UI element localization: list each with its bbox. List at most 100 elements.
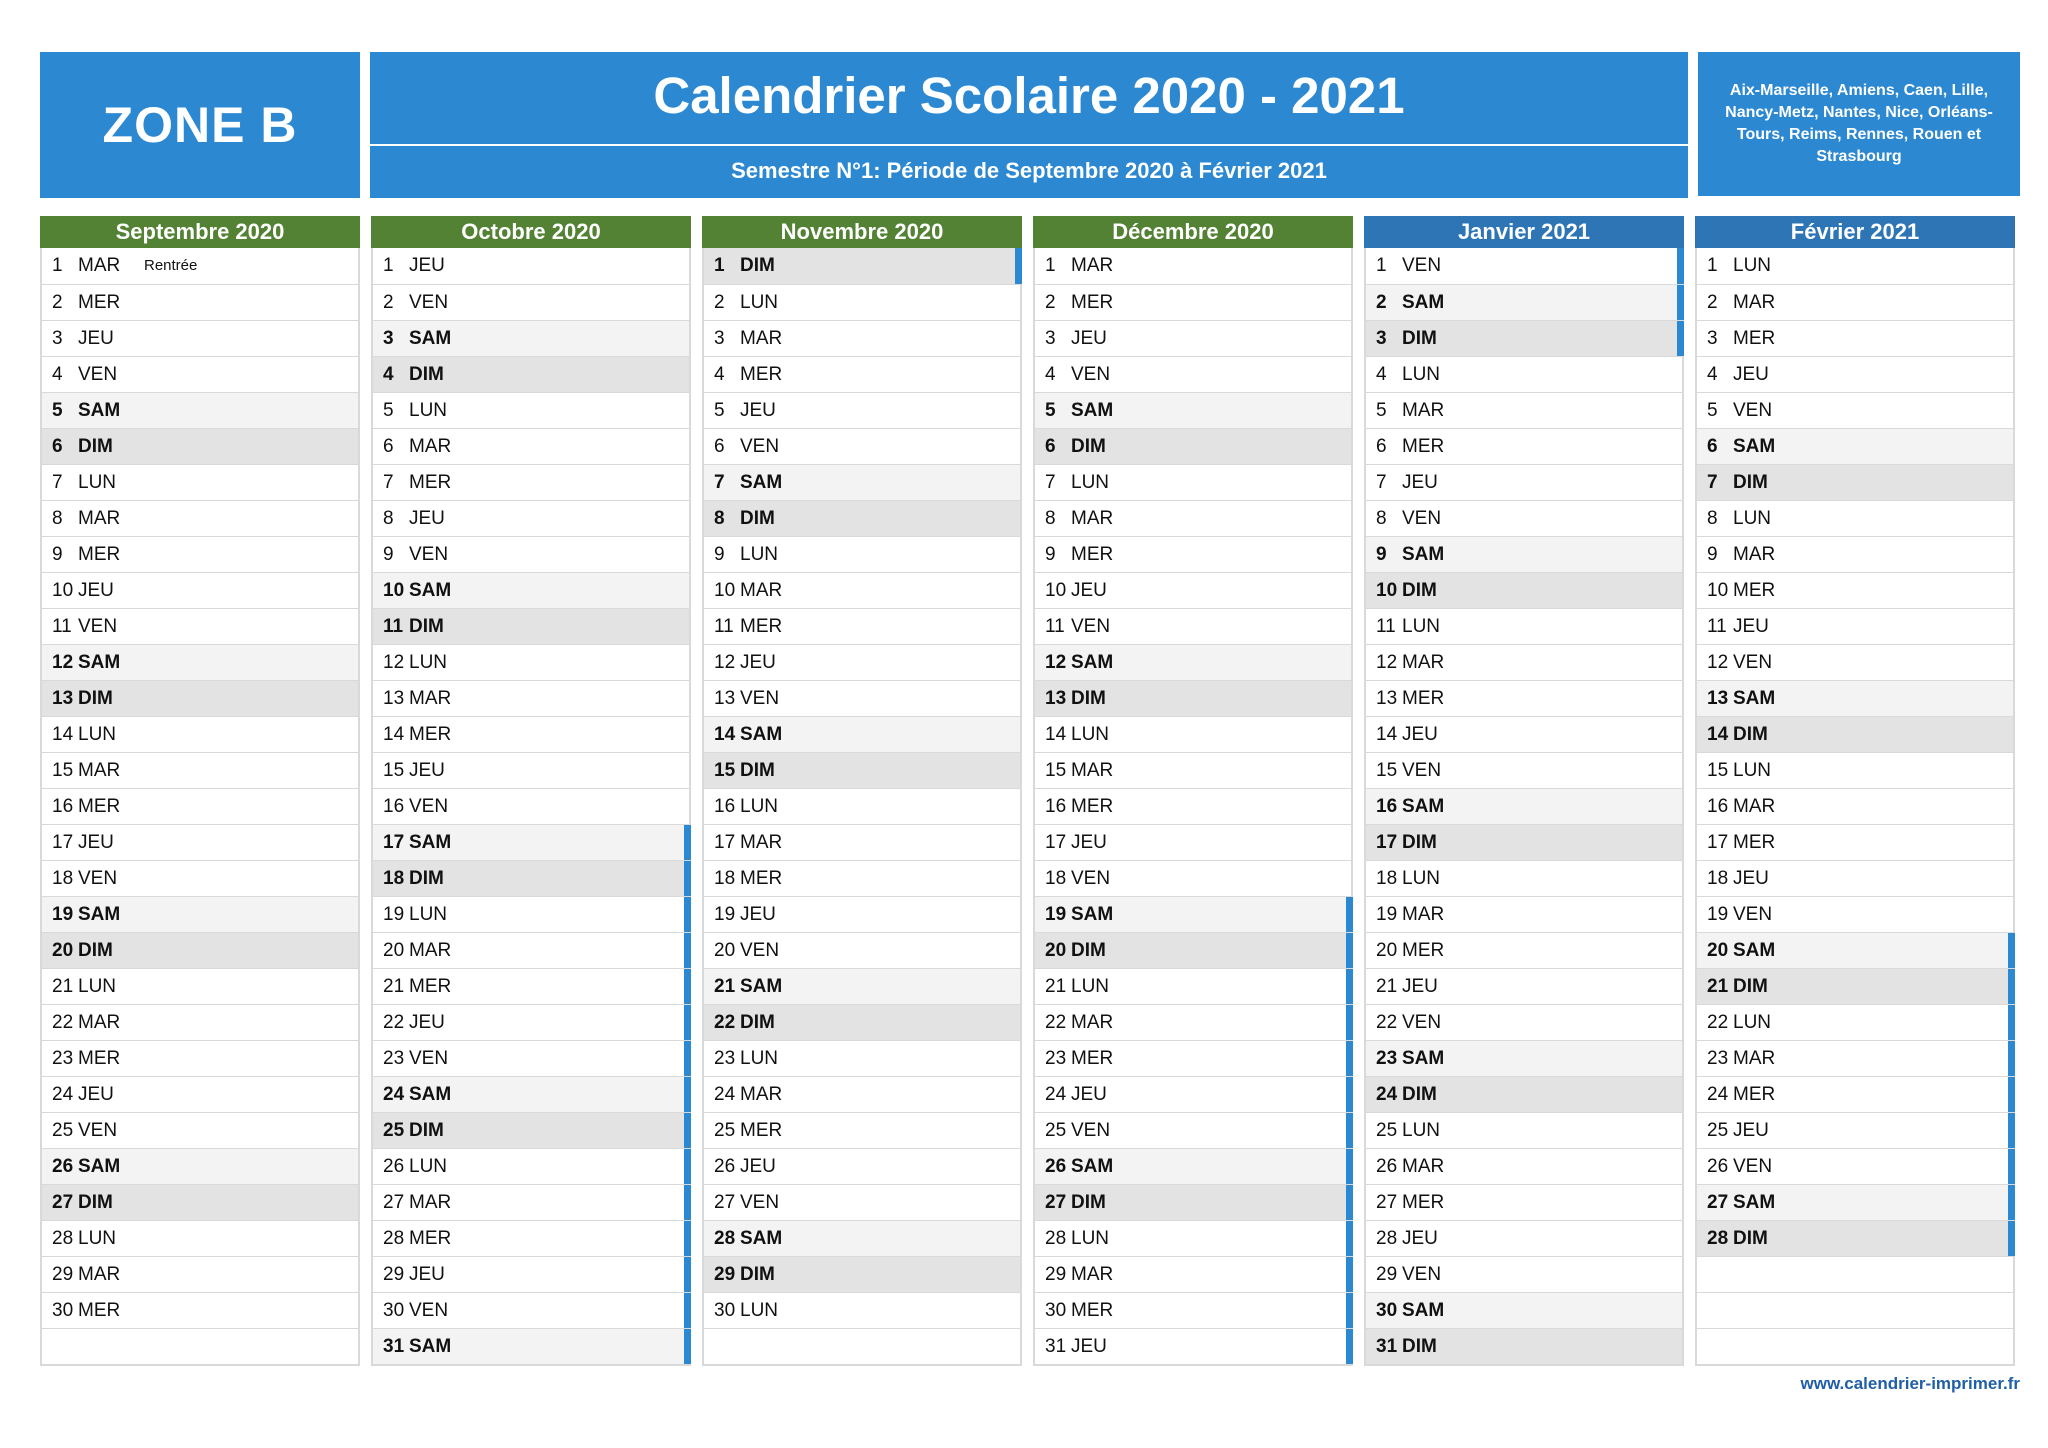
day-number: 12 — [1376, 652, 1398, 673]
regions-list: Aix-Marseille, Amiens, Caen, Lille, Nanc… — [1725, 82, 1993, 165]
day-number: 22 — [1376, 1012, 1398, 1033]
day-name: MER — [1733, 580, 1776, 601]
day-number: 24 — [1376, 1084, 1398, 1105]
day-name: JEU — [740, 1156, 776, 1177]
day-row: 1 LUN — [1697, 248, 2013, 284]
day-row: 12 MAR — [1366, 644, 1682, 680]
day-name: LUN — [1071, 724, 1110, 745]
day-row: 17 JEU — [1035, 824, 1351, 860]
day-number: 7 — [52, 472, 63, 493]
day-row: 30 VEN — [373, 1292, 691, 1328]
day-number: 3 — [1045, 328, 1056, 349]
day-number: 25 — [52, 1120, 74, 1141]
holiday-marker — [2008, 1149, 2015, 1184]
day-name: MAR — [78, 1264, 121, 1285]
day-row: 10 DIM — [1366, 572, 1682, 608]
day-name: MER — [740, 868, 783, 889]
day-row: 16 MAR — [1697, 788, 2013, 824]
day-number: 18 — [714, 868, 736, 889]
day-row: 7 MER — [373, 464, 689, 500]
holiday-marker — [1346, 897, 1353, 932]
day-number: 23 — [383, 1048, 405, 1069]
page-title: Calendrier Scolaire 2020 - 2021 — [653, 67, 1405, 124]
day-name: DIM — [1402, 580, 1437, 601]
day-number: 19 — [1376, 904, 1398, 925]
holiday-marker — [684, 933, 691, 968]
day-row: 20 DIM — [1035, 932, 1353, 968]
day-number: 3 — [383, 328, 394, 349]
day-number: 27 — [1707, 1192, 1729, 1213]
day-name: VEN — [409, 544, 449, 565]
day-name: LUN — [1402, 1120, 1441, 1141]
day-row: 17 MER — [1697, 824, 2013, 860]
day-name: MAR — [1733, 796, 1776, 817]
day-number: 17 — [714, 832, 736, 853]
day-list: 1 MAR 2 MER 3 JEU 4 VEN 5 SAM 6 DIM 7 LUN 8 MAR 9 MER 10 JE… — [1033, 248, 1353, 1366]
day-number: 9 — [1707, 544, 1718, 565]
day-number: 16 — [383, 796, 405, 817]
day-name: VEN — [740, 940, 780, 961]
day-number: 11 — [1707, 616, 1727, 637]
holiday-marker — [2008, 969, 2015, 1004]
day-number: 29 — [52, 1264, 74, 1285]
day-row: 12 LUN — [373, 644, 689, 680]
month-column: Décembre 2020 1 MAR 2 MER 3 JEU 4 VEN 5 SAM 6 DIM 7 LU… — [1033, 216, 1353, 1366]
day-row: 8 MAR — [42, 500, 358, 536]
day-number: 28 — [714, 1228, 736, 1249]
day-name: MER — [78, 292, 121, 313]
day-row: 24 DIM — [1366, 1076, 1682, 1112]
day-row: 16 VEN — [373, 788, 689, 824]
month-header: Septembre 2020 — [40, 216, 360, 248]
day-name: MER — [1402, 688, 1445, 709]
day-name: SAM — [1733, 1192, 1776, 1213]
day-name: DIM — [740, 508, 775, 529]
day-row: 2 SAM — [1366, 284, 1684, 320]
day-row: 13 SAM — [1697, 680, 2013, 716]
holiday-marker — [2008, 933, 2015, 968]
footer-url[interactable]: www.calendrier-imprimer.fr — [1800, 1374, 2021, 1393]
day-row: 13 MER — [1366, 680, 1682, 716]
day-row: 18 LUN — [1366, 860, 1682, 896]
day-number: 4 — [52, 364, 63, 385]
day-number: 31 — [1045, 1336, 1067, 1357]
day-name: VEN — [409, 1048, 449, 1069]
day-name: MER — [1402, 940, 1445, 961]
day-name: MAR — [409, 1192, 452, 1213]
day-row: 25 VEN — [1035, 1112, 1353, 1148]
day-row: 25 MER — [704, 1112, 1020, 1148]
day-number: 15 — [383, 760, 405, 781]
day-number: 12 — [714, 652, 736, 673]
day-row: 16 SAM — [1366, 788, 1682, 824]
day-name: MER — [78, 1048, 121, 1069]
holiday-marker — [1346, 1257, 1353, 1292]
day-name: MER — [740, 616, 783, 637]
day-row: 8 JEU — [373, 500, 689, 536]
day-name: MER — [1071, 1300, 1114, 1321]
day-name: DIM — [409, 364, 444, 385]
day-row: 19 JEU — [704, 896, 1020, 932]
day-number: 9 — [1376, 544, 1387, 565]
day-name: DIM — [1733, 976, 1768, 997]
day-number: 7 — [714, 472, 725, 493]
day-number: 5 — [52, 400, 63, 421]
day-row: 10 JEU — [1035, 572, 1351, 608]
day-row: 22 VEN — [1366, 1004, 1682, 1040]
day-number: 6 — [1707, 436, 1718, 457]
day-row: 14 SAM — [704, 716, 1020, 752]
day-number: 3 — [714, 328, 725, 349]
day-row: 29 MAR — [1035, 1256, 1353, 1292]
day-row: 8 VEN — [1366, 500, 1682, 536]
holiday-marker — [684, 969, 691, 1004]
day-row: 31 DIM — [1366, 1328, 1682, 1364]
day-number: 16 — [714, 796, 736, 817]
day-row: 16 MER — [1035, 788, 1351, 824]
day-row: 7 LUN — [42, 464, 358, 500]
holiday-marker — [1346, 1041, 1353, 1076]
day-name: SAM — [409, 1336, 452, 1357]
day-name: LUN — [78, 724, 117, 745]
day-number: 5 — [383, 400, 394, 421]
day-number: 15 — [52, 760, 74, 781]
day-number: 27 — [383, 1192, 405, 1213]
day-number: 21 — [1045, 976, 1067, 997]
day-name: MER — [740, 364, 783, 385]
